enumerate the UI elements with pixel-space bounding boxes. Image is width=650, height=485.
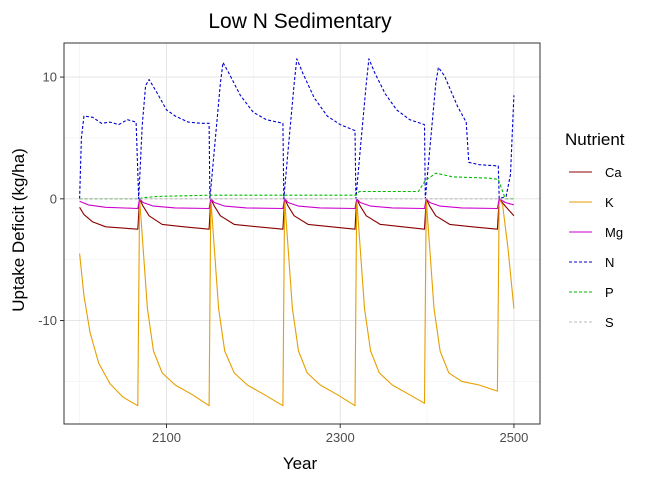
legend-label-s: S [605,315,614,330]
legend-title: Nutrient [565,130,625,149]
legend-label-ca: Ca [605,165,622,180]
plot-area: 2100 2300 2500 -10 0 10 [38,42,541,445]
x-tick-label: 2100 [152,430,181,445]
series-line-n [79,58,515,200]
plot-background [64,43,540,424]
legend: Nutrient Ca K Mg NPS [565,130,625,330]
y-tick-label: 10 [43,70,57,85]
legend-label-mg: Mg [605,225,623,240]
chart-title: Low N Sedimentary [208,10,392,33]
x-tick-label: 2500 [499,430,528,445]
x-axis-label: Year [283,454,318,473]
y-tick-label: 0 [50,191,57,206]
legend-label-p: P [605,285,614,300]
series-line-p [79,172,514,200]
y-tick-label: -10 [38,313,57,328]
series-line-ca [79,198,515,230]
y-axis-label: Uptake Deficit (kg/ha) [9,148,28,311]
plot-border [63,42,541,425]
legend-label-k: K [605,195,614,210]
series-line-mg [79,198,515,210]
legend-label-n: N [605,255,614,270]
x-tick-label: 2300 [326,430,355,445]
series-line-k [79,198,515,407]
